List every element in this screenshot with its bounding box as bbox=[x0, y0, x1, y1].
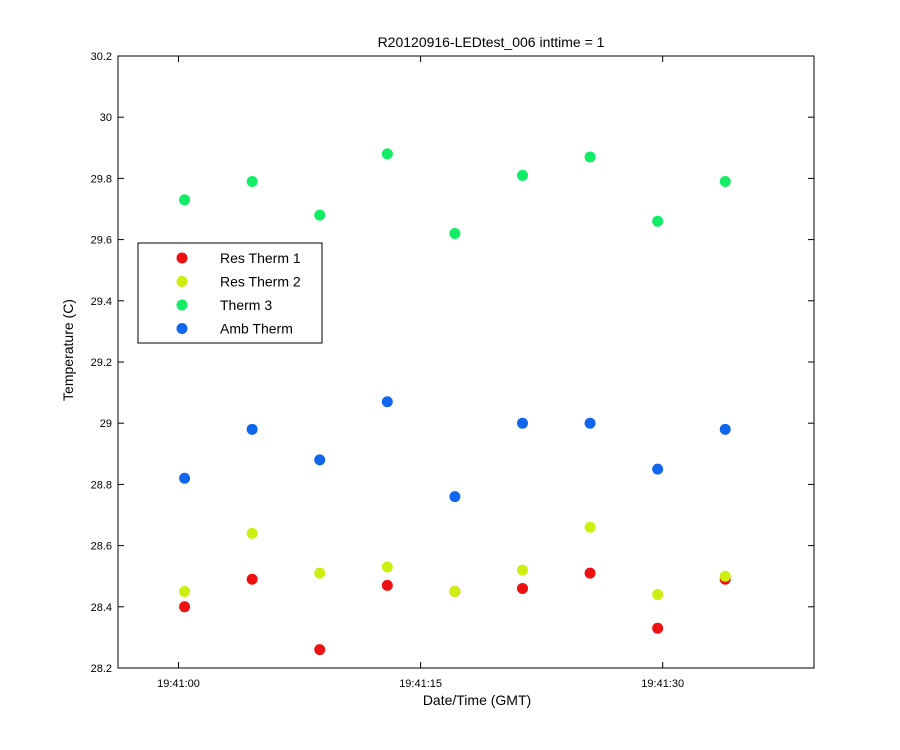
data-point-res-therm-1 bbox=[314, 644, 326, 656]
data-point-res-therm-2 bbox=[179, 586, 191, 597]
y-tick-label: 29.4 bbox=[91, 296, 112, 308]
data-point-res-therm-1 bbox=[381, 579, 393, 591]
y-tick-label: 29.6 bbox=[91, 235, 112, 247]
data-point-res-therm-2 bbox=[584, 521, 596, 533]
data-point-therm-3 bbox=[449, 227, 461, 239]
data-point-res-therm-2 bbox=[246, 527, 258, 539]
y-tick-label: 29.8 bbox=[91, 173, 112, 185]
legend-marker bbox=[176, 323, 188, 334]
data-point-res-therm-1 bbox=[179, 601, 191, 613]
data-point-therm-3 bbox=[652, 215, 664, 227]
y-tick-label: 29 bbox=[100, 418, 112, 430]
legend-marker bbox=[176, 252, 188, 264]
data-point-amb-therm bbox=[314, 454, 326, 466]
x-axis: 19:41:00 19:41:15 19:41:30 bbox=[157, 56, 684, 690]
data-point-res-therm-2 bbox=[516, 564, 528, 576]
legend-label: Res Therm 2 bbox=[220, 274, 301, 290]
y-axis: 28.2 28.4 28.6 28.8 29 29.2 29.4 29.6 29.8 30 30.2 bbox=[91, 51, 814, 675]
data-points bbox=[179, 148, 731, 656]
data-point-amb-therm bbox=[652, 463, 664, 475]
y-tick-label: 30 bbox=[100, 112, 112, 124]
data-point-therm-3 bbox=[516, 169, 528, 181]
data-point-amb-therm bbox=[584, 417, 596, 429]
x-tick-label: 19:41:30 bbox=[641, 678, 684, 690]
data-point-res-therm-2 bbox=[719, 570, 731, 582]
data-point-res-therm-2 bbox=[314, 567, 326, 579]
legend-label: Amb Therm bbox=[220, 321, 293, 337]
data-point-therm-3 bbox=[179, 194, 191, 206]
legend: Res Therm 1 Res Therm 2 Therm 3 Amb Therm bbox=[137, 242, 323, 344]
legend-marker bbox=[176, 299, 188, 311]
data-point-res-therm-1 bbox=[246, 573, 258, 585]
y-tick-label: 28.2 bbox=[91, 663, 112, 675]
data-point-amb-therm bbox=[179, 472, 191, 484]
y-tick-label: 28.4 bbox=[91, 602, 112, 614]
legend-box bbox=[137, 242, 323, 344]
data-point-amb-therm bbox=[246, 423, 258, 435]
legend-marker bbox=[176, 276, 188, 287]
data-point-res-therm-1 bbox=[652, 622, 664, 634]
y-tick-label: 28.6 bbox=[91, 541, 112, 553]
y-tick-label: 30.2 bbox=[91, 51, 112, 63]
legend-label: Therm 3 bbox=[220, 297, 272, 313]
data-point-amb-therm bbox=[516, 417, 528, 429]
legend-label: Res Therm 1 bbox=[220, 250, 301, 266]
data-point-therm-3 bbox=[584, 151, 596, 163]
data-point-therm-3 bbox=[246, 175, 258, 187]
x-tick-label: 19:41:00 bbox=[157, 678, 200, 690]
data-point-therm-3 bbox=[314, 209, 326, 221]
data-point-amb-therm bbox=[449, 491, 461, 503]
y-axis-title: Temperature (C) bbox=[60, 299, 76, 401]
data-point-res-therm-2 bbox=[449, 586, 461, 597]
data-point-therm-3 bbox=[381, 148, 393, 160]
data-point-amb-therm bbox=[719, 423, 731, 435]
data-point-res-therm-2 bbox=[652, 589, 664, 601]
data-point-res-therm-1 bbox=[516, 582, 528, 594]
data-point-amb-therm bbox=[381, 396, 393, 408]
y-tick-label: 29.2 bbox=[91, 357, 112, 369]
data-point-res-therm-2 bbox=[381, 561, 393, 573]
x-tick-label: 19:41:15 bbox=[399, 678, 442, 690]
chart-title: R20120916-LEDtest_006 inttime = 1 bbox=[378, 34, 605, 50]
plot-area bbox=[117, 55, 815, 669]
data-point-therm-3 bbox=[719, 175, 731, 187]
y-tick-label: 28.8 bbox=[91, 479, 112, 491]
x-axis-title: Date/Time (GMT) bbox=[423, 692, 531, 708]
data-point-res-therm-1 bbox=[584, 567, 596, 579]
